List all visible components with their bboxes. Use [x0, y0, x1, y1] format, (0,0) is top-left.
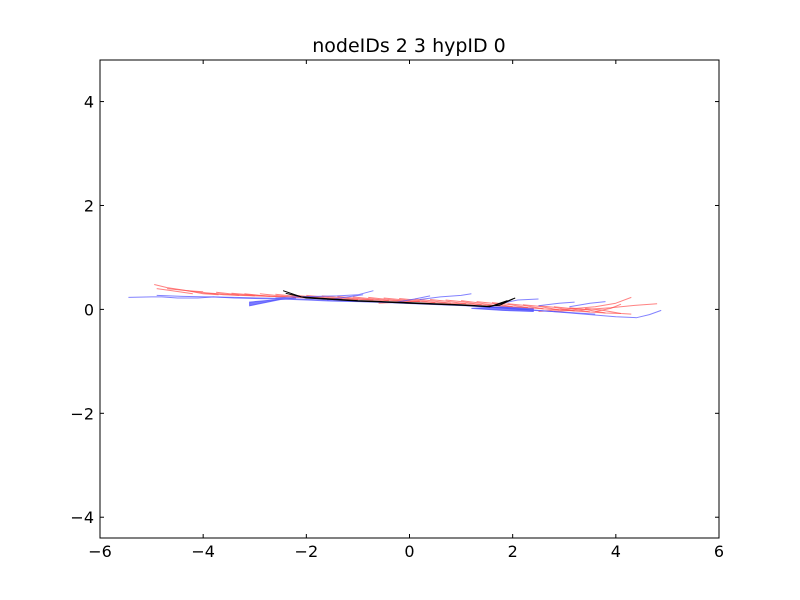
x-tick-label: −4 [191, 542, 215, 561]
series-blue-line-3 [419, 293, 472, 300]
series-red-line-20 [461, 300, 513, 308]
series-blue-line-6 [569, 301, 606, 308]
series-black-line-2 [489, 300, 508, 308]
x-tick-label: 2 [508, 542, 518, 561]
series-blue-line-4 [502, 298, 539, 304]
y-tick-label: 2 [84, 196, 94, 215]
data-layer [128, 284, 662, 319]
series-red-line-31 [156, 288, 193, 295]
chart-title: nodeIDs 2 3 hypID 0 [312, 35, 506, 57]
filled-patch-blue-0 [249, 297, 297, 307]
series-red-line-13 [352, 296, 405, 302]
series-red-line-23 [507, 303, 560, 311]
series-red-line-17 [414, 298, 467, 305]
series-red-line-19 [445, 299, 498, 307]
x-tick-label: 0 [404, 542, 414, 561]
series-red-line-33 [595, 303, 622, 312]
series-blue-line-2 [275, 290, 374, 299]
y-tick-label: 4 [84, 93, 94, 112]
x-tick-label: −2 [295, 542, 319, 561]
plot-frame [99, 59, 720, 539]
series-red-line-18 [430, 299, 482, 306]
x-tick-label: 6 [714, 542, 724, 561]
series-red-line-11 [321, 295, 374, 301]
series-red-line-29 [538, 296, 632, 312]
y-tick-label: −2 [70, 404, 94, 423]
x-tick-label: 4 [611, 542, 621, 561]
series-red-line-16 [399, 298, 451, 304]
series-blue-line-5 [538, 301, 575, 307]
x-tick-label: −6 [88, 542, 112, 561]
ticks-layer: −6 −4 −2 0 2 4 6 −4 −2 0 2 4 [70, 60, 724, 561]
series-red-line-21 [476, 301, 529, 309]
y-tick-label: 0 [84, 300, 94, 319]
series-red-line-30 [553, 303, 658, 312]
y-tick-label: −4 [70, 508, 94, 527]
series-blue-line-7 [393, 295, 431, 304]
